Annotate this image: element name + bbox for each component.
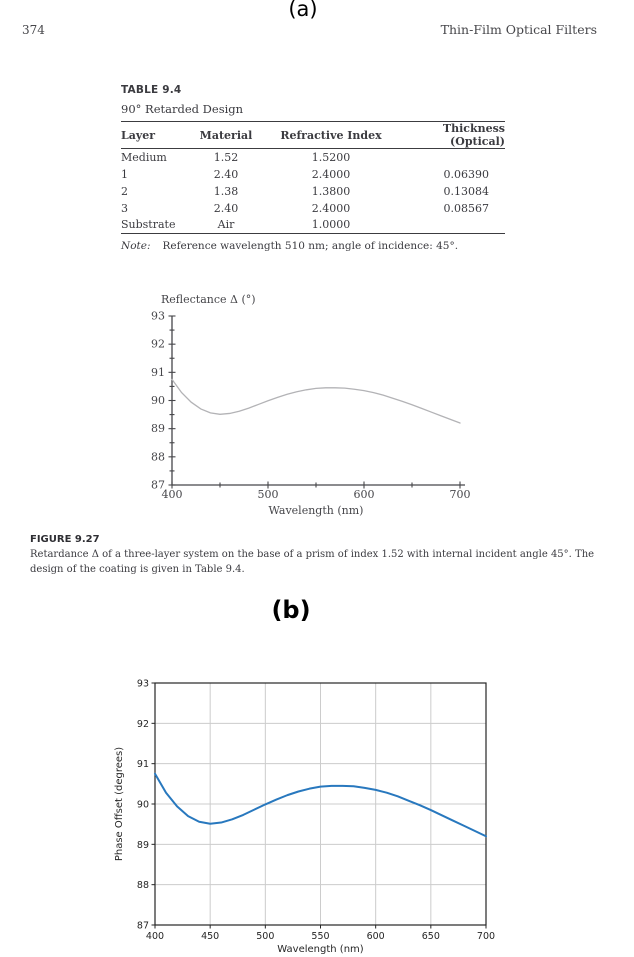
svg-text:400: 400 (162, 488, 183, 501)
svg-text:600: 600 (354, 488, 375, 501)
cell: 2.4000 (311, 167, 351, 181)
svg-text:93: 93 (137, 679, 149, 690)
cell: Air (217, 218, 235, 232)
col-header-layer: Layer (121, 121, 181, 149)
cell (391, 217, 505, 234)
cell: 1.52 (213, 150, 239, 164)
running-header: Thin-Film Optical Filters (440, 22, 597, 37)
table-header-row: Layer Material Refractive Index Thicknes… (121, 121, 505, 149)
svg-text:Wavelength (nm): Wavelength (nm) (277, 944, 363, 955)
col-header-refindex: Refractive Index (271, 121, 391, 149)
retardance-chart-scan: Reflectance Δ (°) 87 88 89 90 91 92 93 400 500 600… (151, 293, 471, 517)
table-row: 1 2.40 2.4000 0.06390 (121, 166, 505, 183)
svg-text:90: 90 (151, 394, 165, 407)
table-row: Substrate Air 1.0000 (121, 217, 505, 234)
cell: 1.3800 (311, 184, 351, 198)
svg-text:500: 500 (258, 488, 279, 501)
svg-text:400: 400 (146, 931, 164, 942)
svg-text:93: 93 (151, 310, 165, 323)
svg-text:89: 89 (151, 422, 165, 435)
cell: 0.08567 (443, 201, 490, 215)
cell (391, 149, 505, 166)
svg-text:91: 91 (137, 759, 149, 770)
col-header-material: Material (181, 121, 271, 149)
cell: 0.13084 (443, 184, 490, 198)
cell: 2.40 (213, 201, 239, 215)
section-b-label: (b) (271, 596, 311, 624)
phase-offset-chart: 400 450 500 550 600 650 700 87 88 89 90 91 92 93 Wavel… (114, 679, 495, 956)
table-row: Medium 1.52 1.5200 (121, 149, 505, 166)
section-a-label: (a) (288, 0, 318, 21)
cell: 2.40 (213, 167, 239, 181)
svg-text:88: 88 (137, 880, 149, 891)
svg-text:700: 700 (477, 931, 495, 942)
svg-text:450: 450 (201, 931, 219, 942)
cell: 3 (121, 201, 128, 215)
note-label: Note: (121, 240, 151, 252)
svg-text:550: 550 (311, 931, 329, 942)
design-table: Layer Material Refractive Index Thicknes… (121, 121, 505, 234)
svg-text:87: 87 (151, 479, 165, 492)
cell: Substrate (121, 218, 176, 232)
svg-text:92: 92 (137, 719, 149, 730)
cell: 1.5200 (311, 150, 351, 164)
svg-text:Reflectance Δ (°): Reflectance Δ (°) (161, 293, 256, 306)
cell: 1.38 (213, 184, 239, 198)
svg-text:92: 92 (151, 338, 165, 351)
svg-text:650: 650 (422, 931, 440, 942)
svg-text:600: 600 (367, 931, 385, 942)
cell: 1 (121, 167, 128, 181)
col-header-thickness: Thickness (Optical) (391, 121, 505, 149)
cell: 2 (121, 184, 128, 198)
svg-text:500: 500 (256, 931, 274, 942)
cell: Medium (121, 150, 167, 164)
svg-text:91: 91 (151, 366, 165, 379)
table-note: Note: Reference wavelength 510 nm; angle … (121, 240, 505, 252)
figure-caption-label: FIGURE 9.27 (30, 534, 100, 545)
svg-text:87: 87 (137, 921, 149, 932)
cell: 2.4000 (311, 201, 351, 215)
page-number: 374 (22, 23, 45, 37)
svg-text:Phase Offset (degrees): Phase Offset (degrees) (114, 747, 125, 861)
figure-caption-text: Retardance Δ of a three-layer system on … (30, 549, 595, 575)
cell: 0.06390 (443, 167, 490, 181)
table-row: 2 1.38 1.3800 0.13084 (121, 183, 505, 200)
table-subtitle: 90° Retarded Design (121, 102, 244, 116)
svg-text:89: 89 (137, 840, 149, 851)
note-text: Reference wavelength 510 nm; angle of in… (162, 240, 459, 252)
table-9-4-block: TABLE 9.4 90° Retarded Design Layer Mate… (121, 84, 505, 252)
svg-text:Wavelength (nm): Wavelength (nm) (269, 504, 364, 517)
cell: 1.0000 (311, 218, 351, 232)
table-row: 3 2.40 2.4000 0.08567 (121, 200, 505, 217)
svg-text:700: 700 (450, 488, 471, 501)
figure-caption-block: FIGURE 9.27 Retardance Δ of a three-laye… (30, 534, 608, 577)
table-label: TABLE 9.4 (121, 84, 182, 96)
svg-text:88: 88 (151, 450, 165, 463)
svg-text:90: 90 (137, 800, 149, 811)
